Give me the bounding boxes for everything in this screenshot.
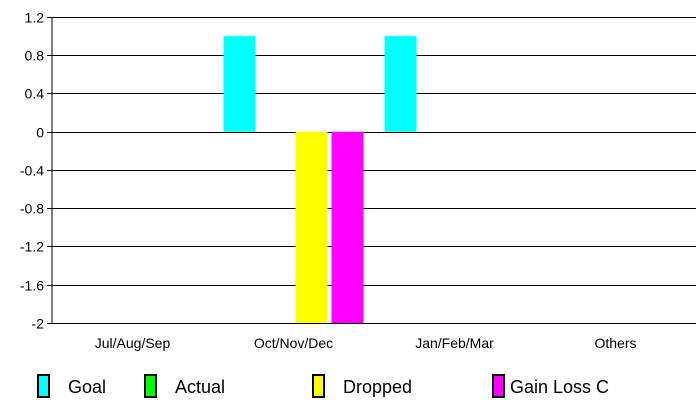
legend-label: Actual <box>175 377 225 397</box>
x-tick-labels: Jul/Aug/Sep Oct/Nov/Dec Jan/Feb/Mar Others <box>95 335 637 351</box>
x-tick-label: Jan/Feb/Mar <box>415 335 494 351</box>
y-tick-label: -0.8 <box>20 201 44 217</box>
legend-swatch <box>312 374 325 398</box>
bar-goal <box>223 36 256 132</box>
y-tick-label: 1.2 <box>25 10 45 26</box>
legend-swatch <box>37 374 50 398</box>
legend-label: Dropped <box>343 377 412 397</box>
y-tick-label: 0.8 <box>25 48 45 64</box>
legend-label: Gain Loss C <box>510 377 609 397</box>
legend-swatch <box>144 374 157 398</box>
y-tick-label: -0.4 <box>20 163 44 179</box>
bar-dropped <box>295 131 328 323</box>
y-tick-label: 0.4 <box>25 86 45 102</box>
bars <box>223 36 417 323</box>
y-tick-label: -2 <box>32 316 45 332</box>
x-tick-label: Jul/Aug/Sep <box>95 335 171 351</box>
bar-goal <box>384 36 417 132</box>
y-tick-label: 0 <box>36 125 44 141</box>
legend-label: Goal <box>68 377 106 397</box>
x-tick-label: Oct/Nov/Dec <box>254 335 333 351</box>
legend-swatch <box>492 374 505 398</box>
y-tick-label: -1.6 <box>20 278 44 294</box>
legend: Goal Actual Dropped Gain Loss C <box>37 374 609 398</box>
y-tick-labels: 1.2 0.8 0.4 0 -0.4 -0.8 -1.2 -1.6 -2 <box>20 10 44 332</box>
y-tick-label: -1.2 <box>20 239 44 255</box>
bar-gain-loss-c <box>331 131 364 323</box>
x-tick-label: Others <box>594 335 636 351</box>
gridlines <box>47 17 696 324</box>
